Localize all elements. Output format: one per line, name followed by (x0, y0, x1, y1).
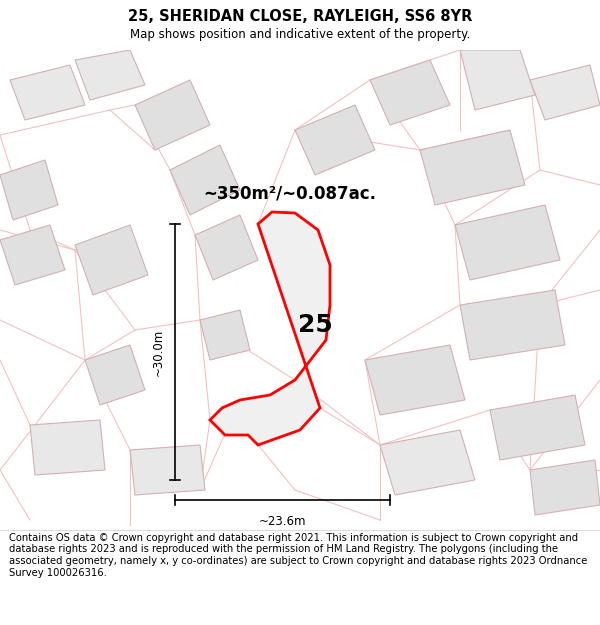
Polygon shape (75, 225, 148, 295)
Polygon shape (420, 130, 525, 205)
Polygon shape (210, 212, 330, 445)
Polygon shape (295, 105, 375, 175)
Polygon shape (75, 50, 145, 100)
Polygon shape (530, 460, 600, 515)
Polygon shape (10, 65, 85, 120)
Text: 25, SHERIDAN CLOSE, RAYLEIGH, SS6 8YR: 25, SHERIDAN CLOSE, RAYLEIGH, SS6 8YR (128, 9, 472, 24)
Text: ~350m²/~0.087ac.: ~350m²/~0.087ac. (203, 184, 377, 202)
Polygon shape (195, 215, 258, 280)
Text: Map shows position and indicative extent of the property.: Map shows position and indicative extent… (130, 28, 470, 41)
Text: 25: 25 (298, 313, 332, 337)
Polygon shape (30, 420, 105, 475)
Polygon shape (0, 225, 65, 285)
Polygon shape (135, 80, 210, 150)
Polygon shape (530, 65, 600, 120)
Polygon shape (460, 290, 565, 360)
Polygon shape (85, 345, 145, 405)
Polygon shape (370, 60, 450, 125)
Text: ~23.6m: ~23.6m (259, 515, 306, 528)
Polygon shape (460, 50, 535, 110)
Polygon shape (130, 445, 205, 495)
Polygon shape (0, 160, 58, 220)
Text: Contains OS data © Crown copyright and database right 2021. This information is : Contains OS data © Crown copyright and d… (9, 533, 587, 578)
Polygon shape (365, 345, 465, 415)
Polygon shape (455, 205, 560, 280)
Polygon shape (490, 395, 585, 460)
Text: ~30.0m: ~30.0m (152, 328, 165, 376)
Polygon shape (380, 430, 475, 495)
Polygon shape (200, 310, 250, 360)
Polygon shape (170, 145, 240, 215)
